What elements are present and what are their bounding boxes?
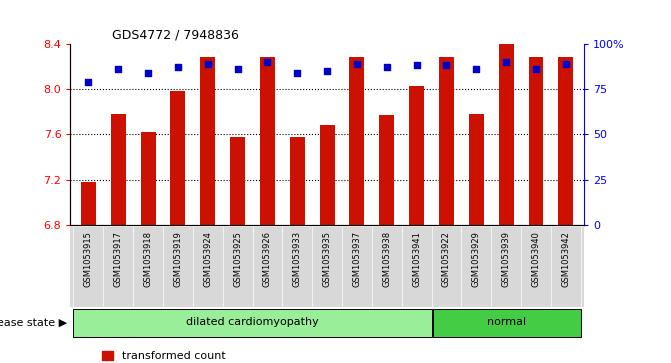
Text: GSM1053925: GSM1053925 [233, 231, 242, 287]
Text: GSM1053937: GSM1053937 [352, 231, 362, 287]
Point [262, 59, 273, 65]
Point [381, 64, 392, 70]
Bar [141, 132, 156, 225]
Point [143, 70, 154, 76]
Text: GSM1053939: GSM1053939 [502, 231, 511, 287]
Text: disease state ▶: disease state ▶ [0, 318, 67, 328]
Text: GSM1053942: GSM1053942 [562, 231, 570, 287]
Bar [200, 57, 215, 225]
Point [203, 61, 213, 66]
Point [172, 64, 183, 70]
Bar [499, 44, 513, 225]
Text: GSM1053940: GSM1053940 [531, 231, 541, 287]
Bar [230, 136, 245, 225]
Point [232, 66, 243, 72]
Bar [260, 57, 275, 225]
Bar [433, 309, 581, 337]
Bar [111, 114, 125, 225]
Text: GSM1053919: GSM1053919 [173, 231, 183, 287]
Bar [73, 309, 431, 337]
Text: GSM1053929: GSM1053929 [472, 231, 481, 287]
Bar [379, 115, 395, 225]
Bar [319, 125, 335, 225]
Text: GSM1053941: GSM1053941 [412, 231, 421, 287]
Point [471, 66, 482, 72]
Bar [529, 57, 544, 225]
Point [113, 66, 123, 72]
Bar [350, 57, 364, 225]
Text: dilated cardiomyopathy: dilated cardiomyopathy [186, 317, 319, 327]
Bar [81, 182, 96, 225]
Text: GDS4772 / 7948836: GDS4772 / 7948836 [111, 28, 238, 41]
Text: GSM1053918: GSM1053918 [144, 231, 152, 287]
Bar [469, 114, 484, 225]
Point [83, 79, 94, 85]
Point [321, 68, 332, 74]
Point [441, 62, 452, 68]
Point [292, 70, 303, 76]
Text: GSM1053933: GSM1053933 [293, 231, 302, 287]
Bar [409, 86, 424, 225]
Text: GSM1053915: GSM1053915 [84, 231, 93, 287]
Text: GSM1053922: GSM1053922 [442, 231, 451, 287]
Bar [439, 57, 454, 225]
Text: GSM1053926: GSM1053926 [263, 231, 272, 287]
Text: GSM1053917: GSM1053917 [113, 231, 123, 287]
Text: GSM1053938: GSM1053938 [382, 231, 391, 287]
Bar [290, 136, 305, 225]
Point [531, 66, 541, 72]
Text: normal: normal [486, 317, 526, 327]
Point [501, 59, 511, 65]
Point [352, 61, 362, 66]
Bar [558, 57, 573, 225]
Text: GSM1053924: GSM1053924 [203, 231, 212, 287]
Legend: transformed count, percentile rank within the sample: transformed count, percentile rank withi… [102, 351, 309, 363]
Text: GSM1053935: GSM1053935 [323, 231, 331, 287]
Point [560, 61, 571, 66]
Point [411, 62, 422, 68]
Bar [170, 91, 185, 225]
